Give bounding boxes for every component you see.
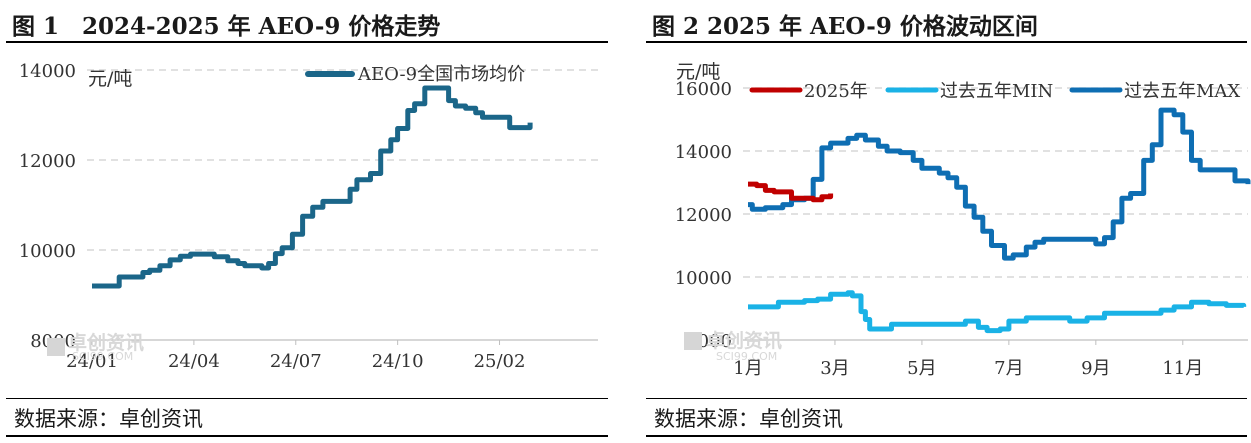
y-tick-label: 10000 <box>19 241 76 262</box>
x-tick-label: 24/10 <box>372 351 424 372</box>
chart-1-title: 图 1 2024-2025 年 AEO-9 价格走势 <box>12 13 441 40</box>
series-line-2025 <box>748 181 834 203</box>
chart-2-source-bar: 数据来源：卓创资讯 <box>646 398 1247 437</box>
series-line-five-year-min <box>748 290 1247 334</box>
chart-1-source: 数据来源：卓创资讯 <box>14 407 203 431</box>
y-tick-label: 10000 <box>675 268 732 289</box>
y-axis-unit-label: 元/吨 <box>88 68 132 90</box>
legend-item-five-year-min-label: 过去五年MIN <box>940 81 1053 102</box>
y-axis-unit-label: 元/吨 <box>676 61 720 83</box>
x-tick-label: 25/02 <box>474 351 526 372</box>
chart-2-title: 图 2 2025 年 AEO-9 价格波动区间 <box>652 13 1038 40</box>
x-tick-label: 24/07 <box>270 351 322 372</box>
chart-2-source: 数据来源：卓创资讯 <box>654 407 843 431</box>
x-tick-label: 1月 <box>733 358 762 379</box>
y-tick-label: 12000 <box>19 151 76 172</box>
x-tick-label: 5月 <box>907 358 936 379</box>
legend-item-2025-label: 2025年 <box>804 81 868 102</box>
watermark-subtext: SCI99.COM <box>716 350 777 363</box>
x-tick-label: 9月 <box>1081 358 1110 379</box>
y-tick-label: 12000 <box>675 205 732 226</box>
x-tick-label: 7月 <box>994 358 1023 379</box>
chart-panel-2: 图 2 2025 年 AEO-9 价格波动区间 8000 10000 12000 14… <box>640 0 1251 443</box>
chart-1-plot: 800010000120001400024/0124/0424/0724/102… <box>19 61 598 372</box>
watermark-logo <box>684 332 702 350</box>
watermark-text: 卓创资讯 <box>68 331 144 354</box>
watermark-subtext: SCI99.COM <box>72 350 133 363</box>
series-line-five-year-max <box>748 107 1251 261</box>
y-tick-label: 16000 <box>675 79 732 100</box>
x-tick-label: 11月 <box>1162 358 1203 379</box>
y-tick-label: 14000 <box>675 142 732 163</box>
legend-label: AEO-9全国市场均价 <box>357 64 525 85</box>
x-tick-label: 3月 <box>820 358 849 379</box>
chart-panel-1: 图 1 2024-2025 年 AEO-9 价格走势 8000100001200… <box>0 0 612 443</box>
watermark-logo <box>47 338 65 356</box>
chart-1-source-bar: 数据来源：卓创资讯 <box>6 398 608 437</box>
x-tick-label: 24/01 <box>66 351 118 372</box>
chart-2-title-bar: 图 2 2025 年 AEO-9 价格波动区间 <box>646 3 1247 43</box>
x-tick-label: 24/04 <box>168 351 220 372</box>
watermark-text: 卓创资讯 <box>706 329 782 352</box>
chart-1-title-bar: 图 1 2024-2025 年 AEO-9 价格走势 <box>6 3 608 43</box>
legend-item-five-year-max-label: 过去五年MAX <box>1124 81 1240 102</box>
y-tick-label: 14000 <box>19 61 76 82</box>
series-line-aeo9 <box>92 85 533 289</box>
